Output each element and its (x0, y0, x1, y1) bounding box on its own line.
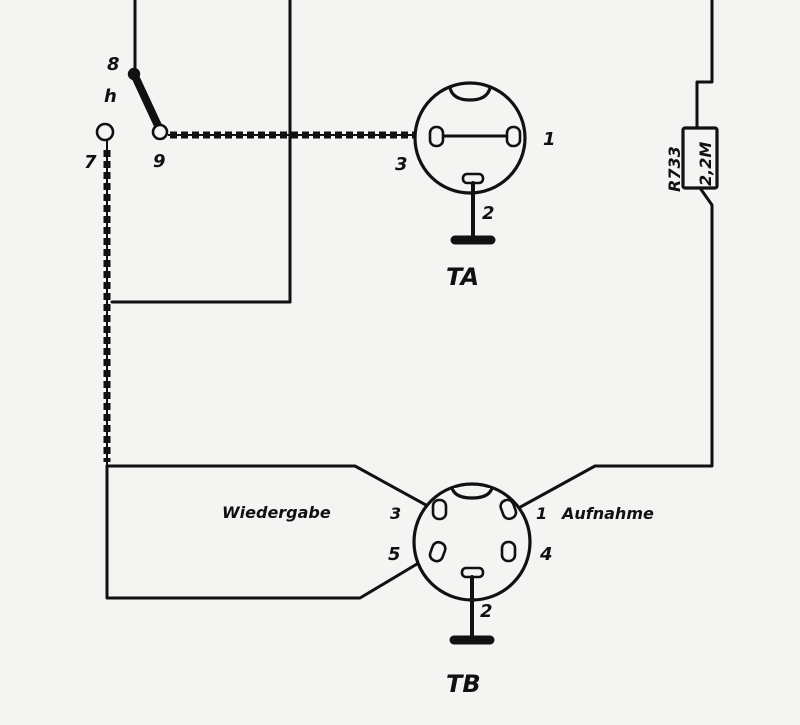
tb-pin-label-2: 2 (480, 601, 493, 622)
switch-lever (130, 70, 164, 134)
wire-to-tb-pin5 (105, 464, 439, 600)
switch-contact-9 (151, 123, 169, 141)
socket-tb-pin-5 (428, 540, 447, 563)
socket-ta-pin-1 (505, 125, 522, 148)
socket-ta-pin-3 (428, 125, 445, 148)
wire-resistor-to-tb (513, 186, 714, 512)
socket-tb-pin-4 (500, 540, 517, 563)
socket-ta (413, 81, 527, 245)
ta-pin-label-1: 1 (543, 129, 556, 150)
ta-socket-name: TA (446, 263, 479, 291)
socket-tb (412, 482, 532, 645)
switch-label-9: 9 (153, 151, 166, 172)
switch-label-8: 8 (107, 54, 120, 75)
switch-label-h: h (104, 86, 117, 107)
resistor-value: 2,2M (696, 142, 715, 186)
tb-label-record: Aufnahme (560, 504, 654, 523)
ta-pin-label-2: 2 (482, 203, 495, 224)
tb-socket-name: TB (446, 670, 481, 698)
socket-tb-pin-3 (431, 498, 448, 521)
tb-pin-label-1: 1 (536, 504, 547, 523)
ta-pin-label-3: 3 (395, 154, 408, 175)
socket-tb-key-notch (450, 487, 494, 500)
wire-right-top (695, 0, 714, 132)
socket-ta-body (413, 81, 527, 195)
switch-contact-7 (95, 122, 115, 142)
tb-pin-label-4: 4 (539, 544, 553, 565)
socket-ta-key-notch (448, 87, 492, 102)
wire-to-tb-pin3 (105, 464, 437, 512)
tb-pin-label-3: 3 (390, 504, 401, 523)
switch-label-7: 7 (84, 152, 97, 173)
socket-tb-pin-1 (499, 498, 518, 521)
tb-pin-label-5: 5 (388, 544, 401, 565)
resistor-designator: R733 (665, 146, 684, 192)
tb-label-playback: Wiedergabe (222, 503, 331, 522)
